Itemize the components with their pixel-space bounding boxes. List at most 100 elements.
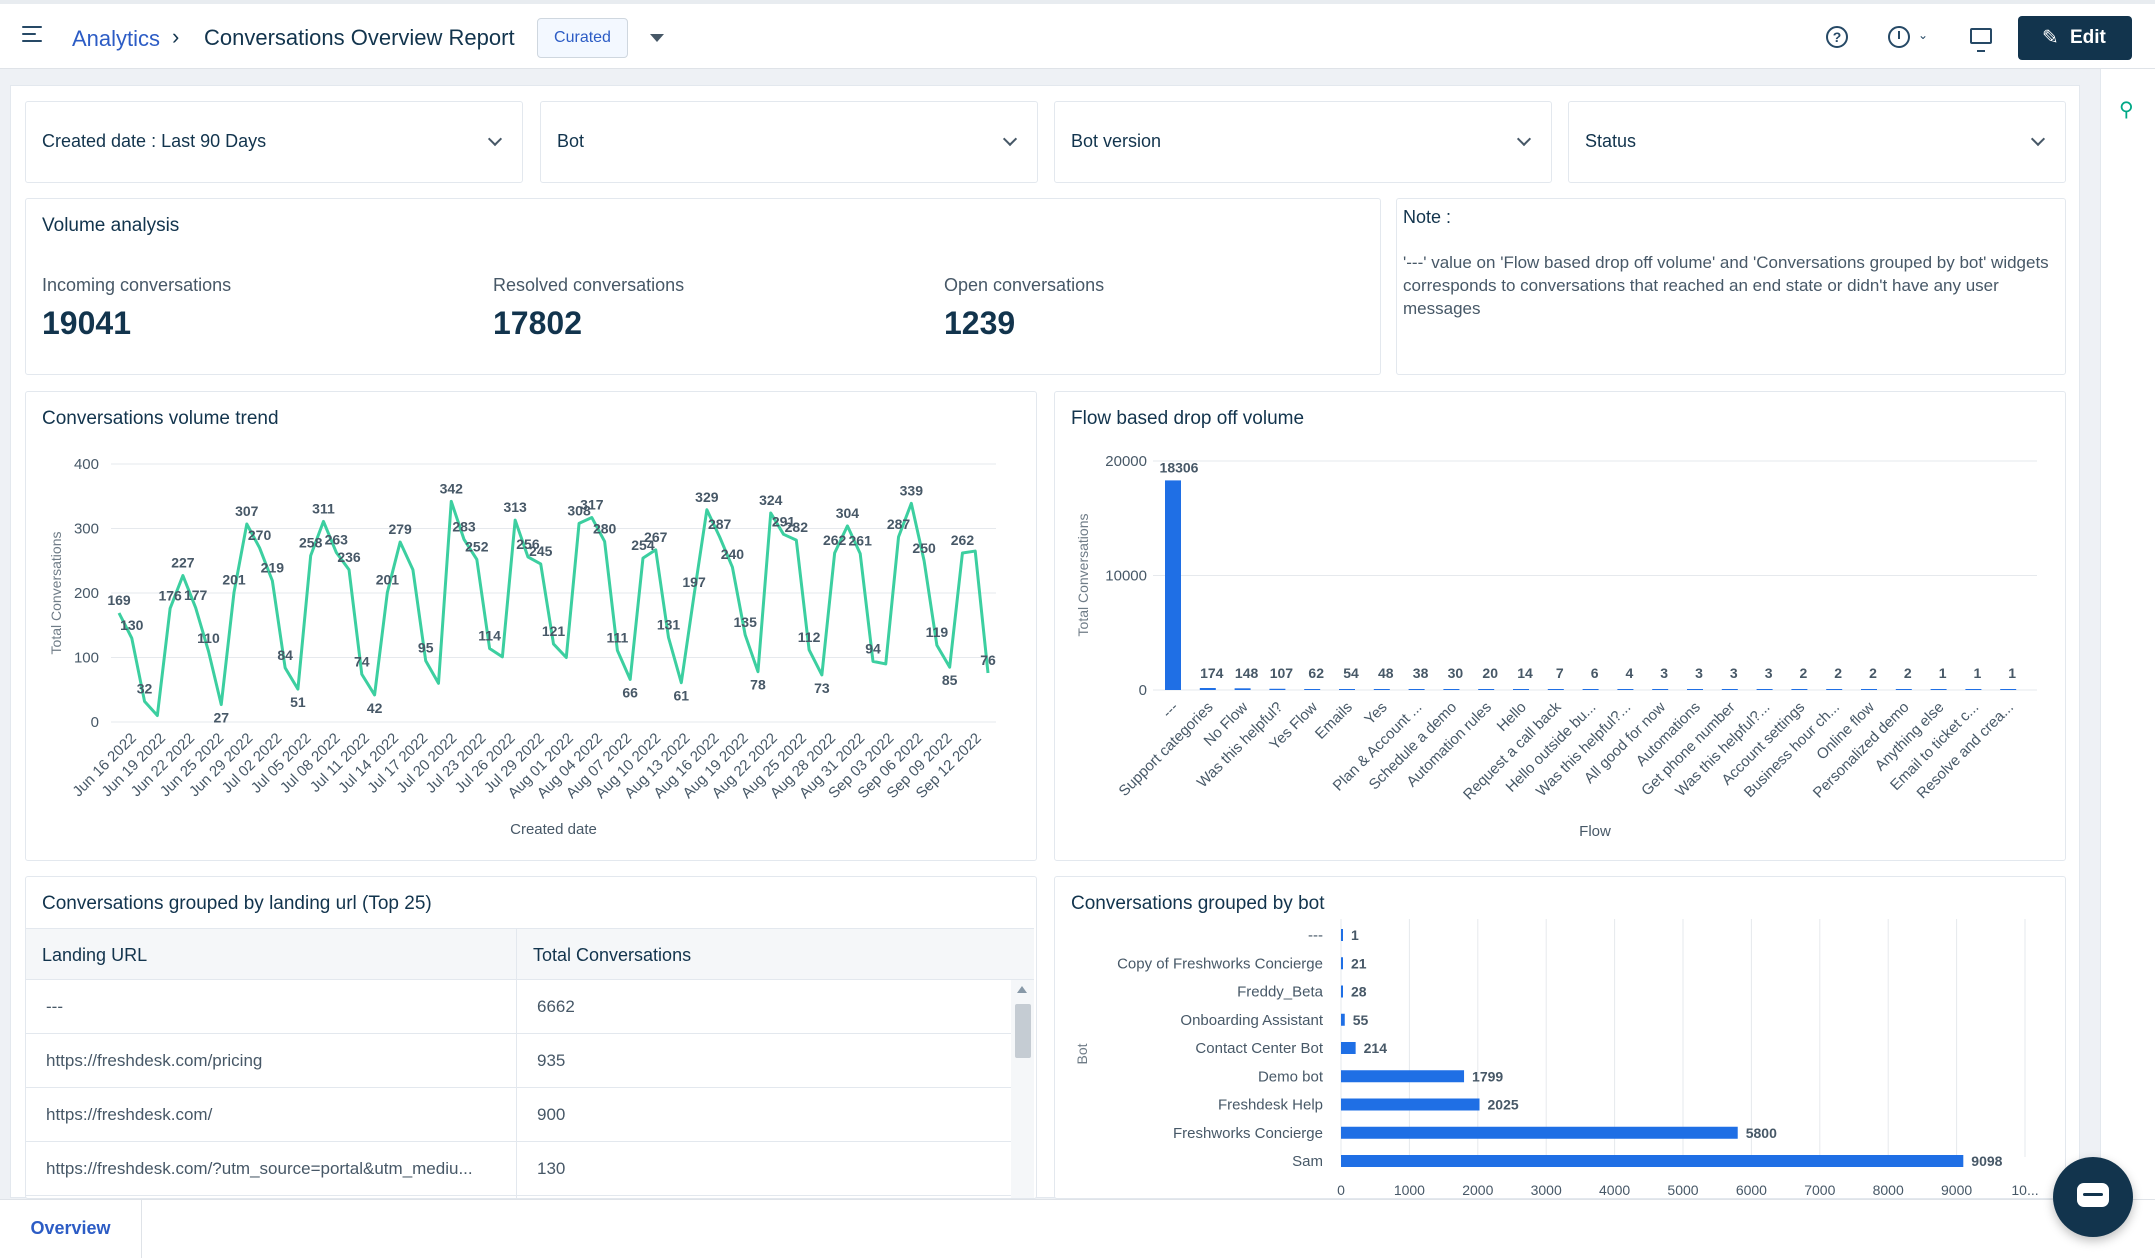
data-label: 85 bbox=[942, 672, 958, 688]
note-title: Note : bbox=[1403, 207, 1452, 227]
bar bbox=[1895, 689, 1912, 690]
data-label: 111 bbox=[606, 629, 628, 645]
data-label: 256 bbox=[516, 536, 540, 552]
data-label: 282 bbox=[785, 519, 809, 535]
table-row[interactable]: https://freshdesk.com/?utm_source=portal… bbox=[26, 1142, 1011, 1196]
data-label: 76 bbox=[980, 652, 996, 668]
table-row[interactable]: https://freshdesk.com/pricing 935 bbox=[26, 1034, 1011, 1088]
y-tick-label: 10000 bbox=[1105, 568, 1147, 585]
help-icon[interactable]: ? bbox=[1826, 26, 1848, 48]
flow-dropoff-chart: 0 10000 20000 Total Conversations Flow 18306 -… bbox=[1075, 453, 2037, 840]
data-label: 2 bbox=[1800, 665, 1808, 681]
table-row[interactable]: --- 6662 bbox=[26, 980, 1011, 1034]
bar bbox=[1341, 1098, 1480, 1111]
chevron-down-icon bbox=[2030, 131, 2046, 147]
x-tick-label: --- bbox=[1159, 699, 1182, 722]
bar bbox=[1617, 689, 1634, 690]
bar bbox=[1339, 689, 1355, 690]
data-label: 304 bbox=[836, 505, 860, 521]
scrollbar-thumb[interactable] bbox=[1015, 1004, 1031, 1058]
y-tick-label: 20000 bbox=[1105, 453, 1147, 470]
table-scrollbar[interactable] bbox=[1011, 980, 1034, 1198]
data-label: 279 bbox=[388, 521, 412, 537]
monitor-icon[interactable] bbox=[1970, 28, 1992, 52]
pin-icon[interactable]: ⚲ bbox=[2119, 99, 2134, 121]
bar bbox=[1341, 985, 1343, 998]
chat-launcher-button[interactable] bbox=[2053, 1157, 2133, 1237]
y-tick-label: Copy of Freshworks Concierge bbox=[1117, 955, 1323, 972]
open-conversations-label: Open conversations bbox=[944, 275, 1105, 295]
data-label: 27 bbox=[213, 710, 229, 726]
data-label: 236 bbox=[337, 549, 361, 565]
status-filter[interactable]: Status bbox=[1568, 101, 2066, 183]
x-tick-label: 9000 bbox=[1941, 1182, 1972, 1198]
flow-dropoff-title: Flow based drop off volume bbox=[1071, 408, 1305, 429]
bar bbox=[1791, 689, 1808, 690]
data-label: 258 bbox=[299, 535, 323, 551]
x-axis-label: Created date bbox=[510, 821, 597, 838]
created-date-filter-label: Created date : Last 90 Days bbox=[42, 131, 267, 151]
landing-url-cell: https://freshdesk.com/pricing bbox=[46, 1051, 263, 1070]
y-tick-label: 400 bbox=[74, 456, 99, 473]
data-label: 78 bbox=[750, 677, 766, 693]
y-tick-label: 200 bbox=[74, 585, 99, 602]
series-line bbox=[117, 499, 990, 718]
data-label: 197 bbox=[682, 574, 706, 590]
bar bbox=[1199, 688, 1216, 690]
data-label: 3 bbox=[1730, 665, 1738, 681]
data-label: 2025 bbox=[1488, 1097, 1519, 1113]
data-label: 176 bbox=[158, 587, 182, 603]
y-axis-label: Total Conversations bbox=[1075, 514, 1091, 637]
data-label: 261 bbox=[849, 533, 873, 549]
created-date-filter[interactable]: Created date : Last 90 Days bbox=[25, 101, 523, 183]
tab-overview[interactable]: Overview bbox=[0, 1200, 142, 1258]
menu-icon[interactable] bbox=[22, 26, 44, 46]
data-label: 2 bbox=[1834, 665, 1842, 681]
report-dropdown-caret-icon[interactable] bbox=[650, 34, 664, 42]
data-label: 174 bbox=[1200, 665, 1224, 681]
column-header-landing-url[interactable]: Landing URL bbox=[42, 945, 148, 965]
data-label: 287 bbox=[887, 516, 911, 532]
data-label: 4 bbox=[1626, 665, 1634, 681]
pencil-icon: ✎ bbox=[2042, 27, 2059, 49]
data-label: 3 bbox=[1765, 665, 1773, 681]
edit-button[interactable]: ✎ Edit bbox=[2018, 16, 2132, 60]
bot-version-filter[interactable]: Bot version bbox=[1054, 101, 1552, 183]
x-tick-label: 8000 bbox=[1873, 1182, 1904, 1198]
data-label: 18306 bbox=[1160, 459, 1199, 475]
column-header-total[interactable]: Total Conversations bbox=[533, 945, 692, 965]
data-label: 73 bbox=[814, 680, 830, 696]
data-label: 262 bbox=[951, 532, 975, 548]
data-label: 1 bbox=[2008, 665, 2016, 681]
bar bbox=[1687, 689, 1703, 690]
table-header: Landing URL Total Conversations bbox=[26, 928, 1034, 980]
data-label: 30 bbox=[1448, 665, 1464, 681]
bar bbox=[1652, 689, 1669, 690]
table-row[interactable]: https://freshdesk.com/ 900 bbox=[26, 1088, 1011, 1142]
data-label: 51 bbox=[290, 694, 306, 710]
data-label: 66 bbox=[622, 684, 638, 700]
bar bbox=[1930, 689, 1947, 690]
data-label: 119 bbox=[926, 624, 949, 640]
data-label: 339 bbox=[900, 482, 924, 498]
breadcrumb-analytics[interactable]: Analytics bbox=[72, 26, 161, 51]
chevron-down-icon[interactable]: ⌄ bbox=[1918, 28, 1929, 42]
bar bbox=[1826, 689, 1843, 690]
data-label: 201 bbox=[222, 571, 246, 587]
data-label: 1 bbox=[1974, 665, 1982, 681]
bar bbox=[1582, 689, 1599, 690]
data-label: 107 bbox=[1270, 665, 1294, 681]
bottom-tab-bar: Overview bbox=[0, 1199, 2155, 1258]
bot-chart-title: Conversations grouped by bot bbox=[1071, 893, 1325, 914]
clock-icon[interactable] bbox=[1888, 26, 1910, 48]
y-tick-label: 0 bbox=[1139, 682, 1147, 699]
edit-button-label: Edit bbox=[2070, 27, 2106, 48]
data-label: 135 bbox=[734, 614, 758, 630]
scroll-up-arrow-icon[interactable] bbox=[1017, 986, 1027, 993]
y-tick-label: Contact Center Bot bbox=[1195, 1040, 1323, 1057]
data-label: 177 bbox=[184, 587, 208, 603]
bot-filter[interactable]: Bot bbox=[540, 101, 1038, 183]
data-label: 94 bbox=[865, 640, 881, 656]
data-label: 6 bbox=[1591, 665, 1599, 681]
data-label: 131 bbox=[657, 617, 681, 633]
